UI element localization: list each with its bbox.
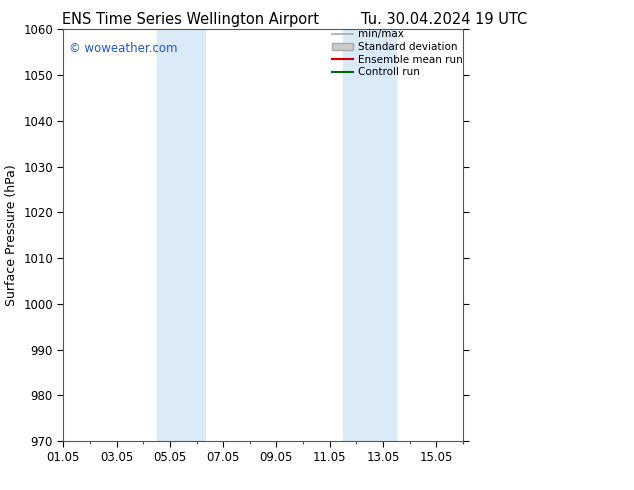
Text: ENS Time Series Wellington Airport: ENS Time Series Wellington Airport — [61, 12, 319, 27]
Legend: min/max, Standard deviation, Ensemble mean run, Controll run: min/max, Standard deviation, Ensemble me… — [332, 29, 463, 77]
Text: Tu. 30.04.2024 19 UTC: Tu. 30.04.2024 19 UTC — [361, 12, 527, 27]
Text: © woweather.com: © woweather.com — [69, 42, 178, 55]
Bar — [157, 29, 205, 441]
Y-axis label: Surface Pressure (hPa): Surface Pressure (hPa) — [4, 164, 18, 306]
Bar — [343, 29, 396, 441]
